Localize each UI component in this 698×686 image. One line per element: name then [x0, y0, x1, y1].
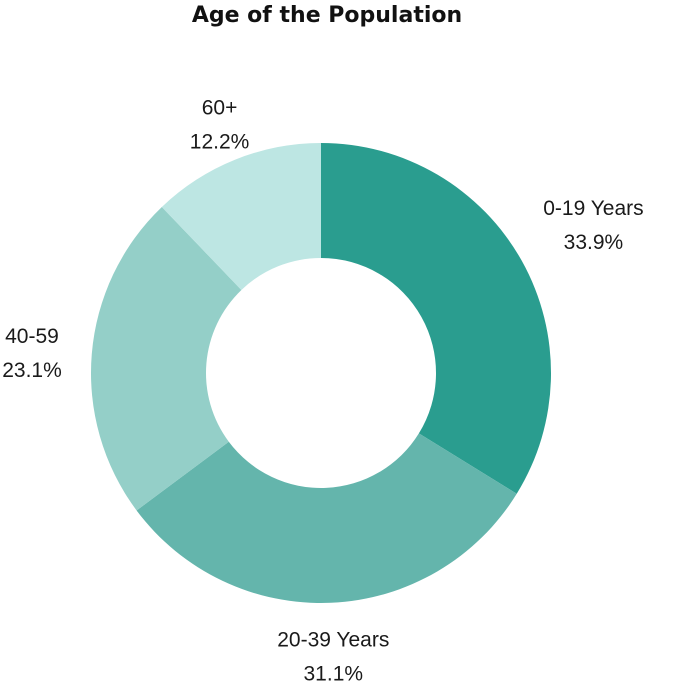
slice-value-label: 31.1%: [304, 663, 364, 686]
donut-slices: [91, 143, 551, 603]
slice-category-label: 20-39 Years: [277, 629, 389, 652]
donut-slice-1: [321, 143, 551, 494]
donut-slice-2: [136, 433, 517, 603]
donut-slice-3: [91, 206, 242, 511]
slice-value-label: 33.9%: [564, 231, 624, 254]
chart-title: Age of the Population: [192, 3, 462, 28]
slice-category-label: 60+: [202, 97, 238, 120]
slice-labels: 0-19 Years 33.9% 20-39 Years 31.1% 40-59 23.1…: [2, 97, 643, 686]
slice-category-label: 40-59: [5, 325, 59, 348]
slice-category-label: 0-19 Years: [543, 197, 643, 220]
slice-value-label: 23.1%: [2, 359, 62, 382]
donut-slice-4: [161, 143, 321, 290]
slice-value-label: 12.2%: [190, 131, 250, 154]
